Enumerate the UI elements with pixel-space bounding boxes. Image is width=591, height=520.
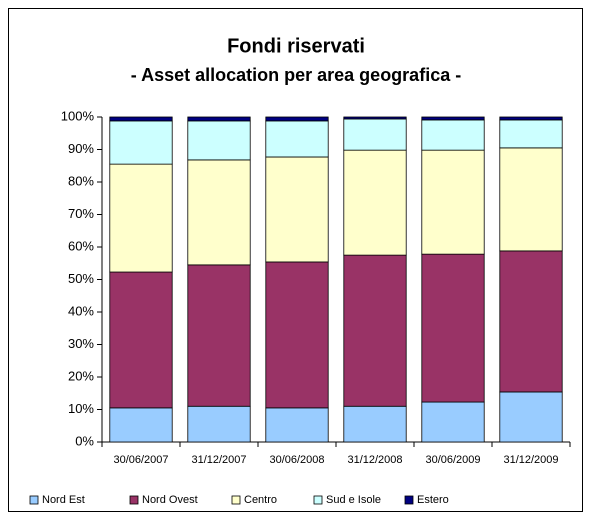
y-tick-label: 60% <box>68 238 94 253</box>
bar-segment <box>499 391 563 443</box>
x-tick-label: 31/12/2009 <box>503 454 558 466</box>
bar-segment <box>187 405 251 443</box>
bar-segment <box>421 119 485 151</box>
chart-title: Fondi riservati <box>227 35 365 57</box>
y-tick-label: 90% <box>68 141 94 156</box>
bar-segment <box>499 147 563 252</box>
bar-segment <box>187 120 251 161</box>
x-tick-label: 31/12/2007 <box>191 454 246 466</box>
bar-segment <box>187 116 251 122</box>
y-tick-label: 80% <box>68 173 94 188</box>
legend-label: Nord Est <box>42 494 85 506</box>
bar-segment <box>421 253 485 403</box>
legend-label: Centro <box>244 494 277 506</box>
bar-segment <box>265 407 329 443</box>
bar-segment <box>265 120 329 158</box>
bar-segment <box>265 156 329 263</box>
y-tick-label: 0% <box>75 433 94 448</box>
bar-segment <box>109 163 173 273</box>
x-tick-label: 30/06/2009 <box>425 454 480 466</box>
y-tick-label: 100% <box>61 108 95 123</box>
bar-segment <box>343 118 407 151</box>
legend-swatch <box>29 495 39 505</box>
legend-swatch <box>129 495 139 505</box>
bar-segment <box>265 261 329 409</box>
legend-swatch <box>231 495 241 505</box>
bar-segment <box>109 271 173 409</box>
legend-label: Estero <box>417 494 449 506</box>
bar-segment <box>421 401 485 443</box>
y-tick-label: 10% <box>68 401 94 416</box>
bar-segment <box>343 405 407 443</box>
bar-segment <box>421 149 485 255</box>
chart-subtitle: - Asset allocation per area geografica - <box>131 65 461 85</box>
bar-segment <box>421 116 485 121</box>
y-tick-label: 30% <box>68 336 94 351</box>
bar-segment <box>499 116 563 121</box>
x-tick-label: 31/12/2008 <box>347 454 402 466</box>
bar-segment <box>343 149 407 256</box>
bar-segment <box>109 407 173 443</box>
bar-segment <box>187 159 251 266</box>
x-tick-label: 30/06/2007 <box>113 454 168 466</box>
bar-segment <box>265 116 329 122</box>
bar-segment <box>499 250 563 393</box>
y-tick-label: 50% <box>68 271 94 286</box>
bar-segment <box>343 116 407 120</box>
legend-swatch <box>404 495 414 505</box>
legend-label: Nord Ovest <box>142 494 198 506</box>
bar-segment <box>187 264 251 407</box>
legend-label: Sud e Isole <box>326 494 381 506</box>
bar-segment <box>109 116 173 122</box>
legend-swatch <box>313 495 323 505</box>
y-tick-label: 70% <box>68 206 94 221</box>
y-tick-label: 20% <box>68 368 94 383</box>
bar-segment <box>343 254 407 407</box>
y-tick-label: 40% <box>68 303 94 318</box>
x-tick-label: 30/06/2008 <box>269 454 324 466</box>
bar-segment <box>109 120 173 165</box>
bar-segment <box>499 119 563 149</box>
